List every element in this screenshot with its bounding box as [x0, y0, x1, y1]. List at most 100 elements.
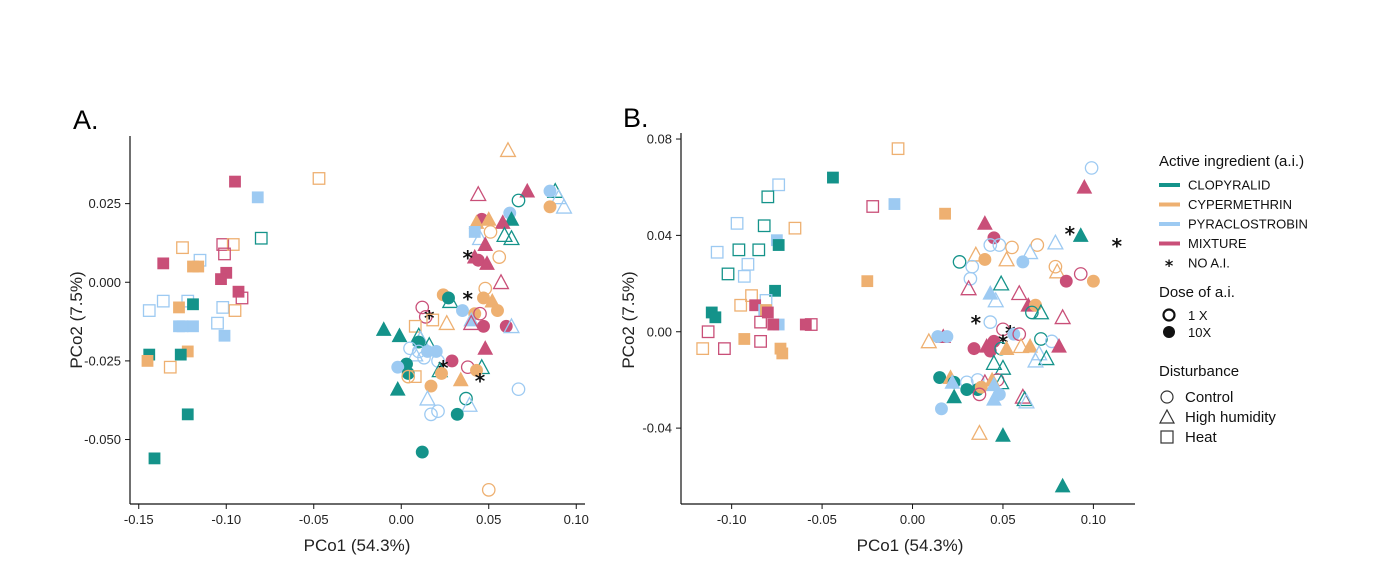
panel-b-y-label: PCo2 (7.5%)	[619, 271, 638, 368]
panel-b-point-pyraclostrobin-circle	[1007, 327, 1021, 341]
panel-a-point-clopyralid-triangle	[503, 211, 520, 226]
panel-a-point-mixture-triangle	[462, 314, 480, 331]
panel-b-point-mixture-square	[718, 342, 731, 356]
panel-b-letter: B.	[623, 103, 649, 133]
panel-a-point-cypermethrin-triangle	[499, 141, 517, 158]
panel-b-point-pyraclostrobin-triangle	[1021, 243, 1039, 260]
panel-b-point-mixture-circle	[972, 387, 987, 402]
panel-b-point-pyraclostrobin-circle	[983, 315, 998, 329]
panel-b-point-cypermethrin-triangle	[970, 424, 988, 440]
panel-a-point-mixture-square	[157, 257, 170, 270]
panel-b-point-pyraclostrobin-square	[888, 198, 901, 210]
panel-b-point-pyraclostrobin-circle	[965, 259, 980, 274]
panel-b-point-clopyralid-triangle	[1032, 303, 1050, 320]
panel-a-point-cypermethrin-square	[192, 260, 205, 273]
panel-b-x-tick-label: -0.10	[717, 512, 747, 527]
panel-b-point-pyraclostrobin-square	[772, 178, 786, 192]
panel-a-point-mixture-triangle	[519, 182, 536, 198]
panel-a-point-pyraclostrobin-square	[187, 320, 199, 333]
panel-b-point-mixture-circle	[996, 322, 1010, 337]
panel-a-x-tick-label: 0.10	[564, 512, 589, 527]
panel-a-point-pyraclostrobin-triangle	[550, 188, 568, 205]
panel-b-point-cypermethrin-circle	[978, 253, 992, 266]
panel-b-point-cypermethrin-square	[776, 347, 789, 360]
legend-humidity-marker	[1158, 408, 1176, 424]
panel-b: B. -0.10 -0.05 0.00 0.05 0.100.080.040.00-0.…	[619, 103, 1135, 555]
panel-a-point-pyraclostrobin-circle	[424, 407, 438, 422]
panel-b-point-cypermethrin-square	[891, 142, 905, 156]
panel-a-point-cypermethrin-triangle	[452, 371, 469, 387]
panel-a-point-mixture-circle	[418, 310, 433, 324]
panel-a-point-pyraclostrobin-circle	[543, 184, 557, 198]
panel-b-point-cypermethrin-triangle	[998, 340, 1015, 356]
panel-b-point-pyraclostrobin-circle	[992, 238, 1007, 252]
legend-mixture-label: MIXTURE	[1188, 236, 1247, 251]
panel-a-y-tick-label: 0.025	[88, 196, 121, 211]
panel-a-point-none-asterisk: *	[463, 246, 474, 270]
legend-disturbance-humidity: High humidity	[1158, 408, 1276, 426]
panel-b-point-none-asterisk: *	[1112, 234, 1123, 258]
panel-b-point-mixture-circle	[1012, 327, 1027, 342]
panel-b-point-pyraclostrobin-circle	[1084, 161, 1099, 175]
panel-a-point-clopyralid-square	[174, 348, 187, 361]
panel-b-point-cypermethrin-square	[696, 342, 710, 356]
panel-b-x-tick-label: -0.05	[807, 512, 837, 527]
panel-b-x-tick-label: 0.05	[990, 512, 1015, 527]
panel-a-point-cypermethrin-circle	[492, 250, 507, 264]
panel-b-point-clopyralid-circle	[952, 255, 967, 269]
panel-a-point-cypermethrin-square	[173, 301, 185, 314]
panel-b-point-pyraclostrobin-square	[741, 257, 755, 271]
panel-b-point-cypermethrin-square	[738, 333, 751, 345]
panel-a-point-cypermethrin-square	[426, 313, 440, 327]
panel-a-point-cypermethrin-triangle	[438, 314, 456, 331]
panel-a-point-pyraclostrobin-square	[468, 226, 481, 238]
panel-b-point-cypermethrin-square	[861, 275, 874, 288]
panel-a-point-cypermethrin-circle	[477, 291, 490, 305]
legend-control-label: Control	[1185, 389, 1233, 406]
legend-clopyralid-label: CLOPYRALID	[1188, 178, 1270, 193]
panel-b-point-pyraclostrobin-triangle	[986, 376, 1002, 392]
panel-b-point-mixture-circle	[1073, 267, 1088, 281]
panel-a-point-cypermethrin-circle	[470, 363, 483, 377]
panel-a-point-clopyralid-triangle	[391, 327, 408, 343]
panel-a-point-clopyralid-circle	[415, 445, 429, 459]
panel-a-point-pyraclostrobin-square	[211, 316, 224, 330]
panel-a-point-cypermethrin-square	[226, 238, 240, 251]
panel-a-point-mixture-square	[216, 238, 230, 251]
panel-a-point-pyraclostrobin-triangle	[471, 229, 489, 246]
panel-a-point-cypermethrin-square	[408, 370, 422, 384]
panel-a-y-label: PCo2 (7.5%)	[67, 271, 86, 368]
panel-b-point-pyraclostrobin-circle	[935, 402, 948, 416]
panel-b-point-mixture-square	[754, 315, 767, 329]
panel-b-point-mixture-circle	[1059, 274, 1073, 288]
legend-disturbance-title: Disturbance	[1159, 363, 1239, 380]
panel-b-point-pyraclostrobin-triangle	[986, 391, 1002, 406]
panel-a-point-clopyralid-triangle	[441, 292, 459, 309]
panel-a-point-clopyralid-square	[187, 298, 199, 311]
panel-b-point-cypermethrin-circle	[1086, 274, 1100, 288]
panel-b-ticks: -0.10 -0.05 0.00 0.05 0.10 0.08 0.04 0.00 -0.04	[642, 132, 1106, 527]
panel-a-point-pyraclostrobin-circle	[391, 360, 405, 374]
panel-a-point-clopyralid-square	[148, 452, 161, 465]
panel-a-point-pyraclostrobin-square	[176, 320, 189, 333]
panel-b-point-pyraclostrobin-triangle	[1046, 233, 1064, 250]
panel-a-point-cypermethrin-square	[312, 172, 326, 185]
legend-none-label: NO A.I.	[1188, 256, 1230, 271]
panel-a-point-none-asterisk: *	[424, 306, 435, 330]
panel-a-point-clopyralid-triangle	[389, 381, 406, 396]
panel-b-point-clopyralid-square	[752, 243, 766, 257]
panel-a-point-mixture-triangle	[469, 185, 487, 202]
panel-b-point-clopyralid-triangle	[1054, 477, 1071, 493]
legend-dose-10x-label: 10X	[1188, 325, 1211, 340]
panel-b-point-none-asterisk: *	[971, 311, 982, 335]
panel-b-point-mixture-triangle	[1051, 338, 1067, 353]
panel-b-point-clopyralid-square	[721, 267, 735, 281]
panel-b-x-tick-label: 0.10	[1081, 512, 1106, 527]
legend-heat-marker	[1160, 430, 1174, 444]
legend-dose-1x: 1 X	[1162, 308, 1208, 323]
panel-b-point-clopyralid-circle	[1034, 332, 1048, 346]
panel-a-point-cypermethrin-circle	[401, 369, 416, 384]
legend-ai-items: CLOPYRALID CYPERMETHRIN PYRACLOSTROBIN MIXT…	[1159, 178, 1308, 275]
panel-b-point-clopyralid-triangle	[985, 354, 1003, 371]
